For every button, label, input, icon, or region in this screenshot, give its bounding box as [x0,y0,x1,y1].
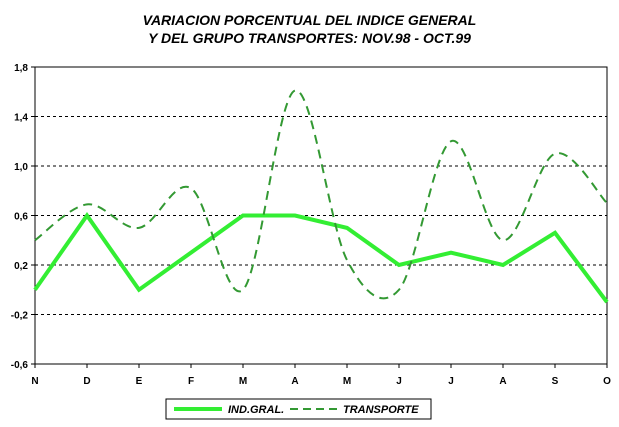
x-tick-label: A [291,376,298,387]
x-tick-label: J [448,376,454,387]
gridlines [35,116,607,315]
y-tick-label: -0,2 [11,311,29,322]
series-layer [33,89,609,304]
x-tick-label: M [239,376,247,387]
legend: IND.GRAL. TRANSPORTE [165,398,432,420]
chart-title-line-2: Y DEL GRUPO TRANSPORTES: NOV.98 - OCT.99 [148,30,471,46]
x-tick-label: D [83,376,90,387]
y-tick-label: 1,0 [14,162,28,173]
y-tick-label: 0,6 [14,212,28,223]
x-tick-label: E [136,376,143,387]
x-tick-label: N [31,376,38,387]
legend-label-transporte: TRANSPORTE [343,404,419,416]
x-tick-label: O [603,376,611,387]
y-tick-label: 1,8 [14,63,28,74]
y-tick-label: -0,6 [11,360,29,371]
y-axis-ticks: -0,6 -0,2 0,2 0,6 1,0 1,4 1,8 [11,63,35,371]
y-tick-label: 0,2 [14,261,28,272]
legend-label-ind-gral: IND.GRAL. [228,404,284,416]
x-tick-label: M [343,376,351,387]
x-tick-label: A [499,376,506,387]
x-tick-label: F [188,376,194,387]
series-line-ind-gral [33,212,609,304]
x-tick-label: S [552,376,559,387]
chart-title-line-1: VARIACION PORCENTUAL DEL INDICE GENERAL [142,12,477,28]
x-tick-label: J [396,376,402,387]
y-tick-label: 1,4 [14,113,28,124]
legend-box [165,398,432,420]
